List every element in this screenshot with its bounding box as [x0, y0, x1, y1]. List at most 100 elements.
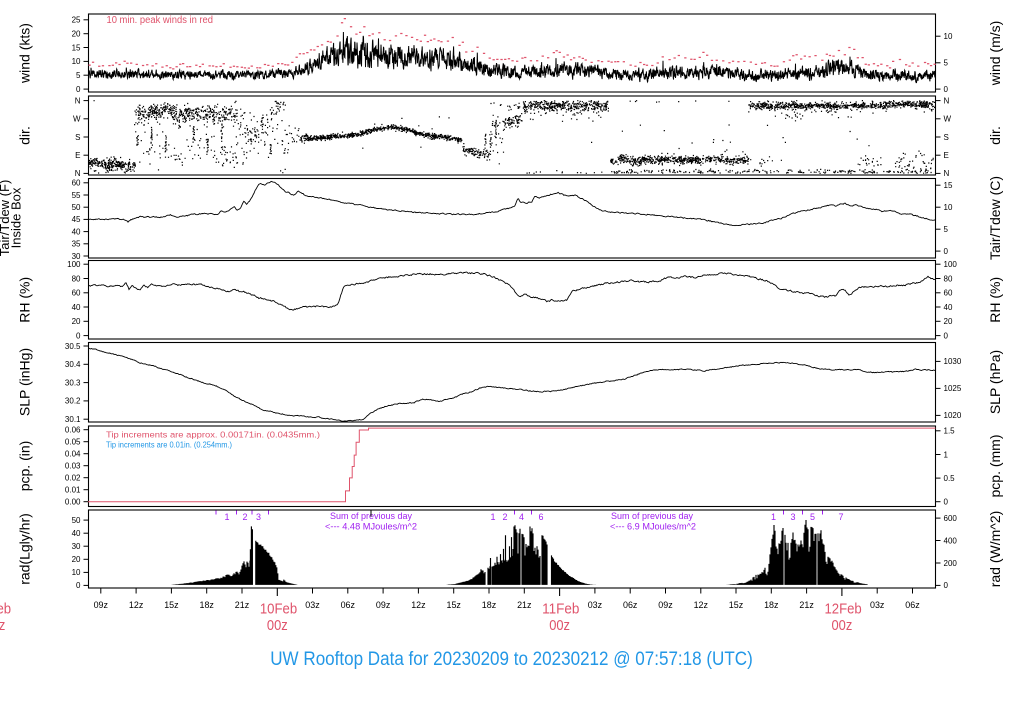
svg-text:0.01: 0.01: [65, 486, 81, 495]
svg-text:Sum of previous day: Sum of previous day: [611, 511, 693, 521]
svg-text:W: W: [73, 115, 81, 124]
svg-text:09z: 09z: [658, 600, 673, 611]
svg-text:30.4: 30.4: [65, 360, 81, 369]
svg-text:60: 60: [72, 179, 81, 188]
svg-text:30: 30: [72, 542, 81, 551]
svg-text:1: 1: [490, 512, 495, 522]
svg-text:Tair/Tdew (F): Tair/Tdew (F): [0, 180, 12, 257]
svg-text:18z: 18z: [764, 600, 779, 611]
svg-text:50: 50: [72, 203, 81, 212]
svg-text:21z: 21z: [517, 600, 532, 611]
svg-text:20: 20: [72, 317, 81, 326]
svg-text:06z: 06z: [623, 600, 638, 611]
svg-text:pcp. (in): pcp. (in): [17, 441, 33, 492]
svg-text:0.00: 0.00: [65, 498, 81, 507]
svg-text:40: 40: [72, 227, 81, 236]
svg-text:0: 0: [944, 85, 949, 94]
svg-text:N: N: [75, 169, 81, 178]
svg-text:0: 0: [944, 581, 949, 590]
svg-text:35: 35: [72, 240, 81, 249]
svg-text:18z: 18z: [200, 600, 215, 611]
svg-text:30.5: 30.5: [65, 342, 81, 351]
svg-text:Tip increments are 0.01in. (0.: Tip increments are 0.01in. (0.254mm.): [106, 440, 232, 450]
svg-text:<--- 4.48 MJoules/m^2: <--- 4.48 MJoules/m^2: [325, 522, 417, 532]
svg-text:pcp. (mm): pcp. (mm): [987, 435, 1003, 498]
svg-text:20: 20: [72, 30, 81, 39]
svg-text:21z: 21z: [235, 600, 250, 611]
svg-text:03z: 03z: [305, 600, 320, 611]
svg-text:0: 0: [944, 498, 949, 507]
svg-text:UW Rooftop Data for 20230209: UW Rooftop Data for 20230209 to 20230212…: [270, 649, 753, 670]
svg-text:S: S: [944, 133, 949, 142]
svg-text:21z: 21z: [799, 600, 814, 611]
svg-text:2: 2: [242, 512, 247, 522]
svg-text:18z: 18z: [482, 600, 497, 611]
svg-text:10 min. peak winds in red: 10 min. peak winds in red: [107, 15, 214, 26]
svg-text:0: 0: [944, 331, 949, 340]
svg-text:1030: 1030: [944, 357, 962, 366]
svg-text:1.5: 1.5: [944, 427, 956, 436]
svg-text:10: 10: [944, 203, 953, 212]
svg-text:W: W: [944, 115, 952, 124]
svg-text:SLP (hPa): SLP (hPa): [987, 350, 1003, 414]
svg-text:10Feb: 10Feb: [260, 601, 297, 618]
svg-text:03z: 03z: [588, 600, 603, 611]
svg-text:RH (%): RH (%): [987, 277, 1003, 323]
svg-text:0.04: 0.04: [65, 450, 81, 459]
svg-text:50: 50: [72, 516, 81, 525]
svg-text:2: 2: [502, 512, 507, 522]
svg-text:6: 6: [538, 512, 543, 522]
svg-text:12z: 12z: [411, 600, 426, 611]
svg-text:80: 80: [72, 274, 81, 283]
svg-text:20: 20: [72, 555, 81, 564]
svg-text:45: 45: [72, 215, 81, 224]
svg-text:10: 10: [72, 568, 81, 577]
svg-text:00z: 00z: [549, 617, 570, 634]
svg-text:E: E: [75, 151, 80, 160]
svg-text:rad (W/m^2): rad (W/m^2): [987, 511, 1003, 588]
svg-text:wind (kts): wind (kts): [17, 23, 33, 84]
svg-text:30.3: 30.3: [65, 378, 81, 387]
svg-text:15z: 15z: [729, 600, 744, 611]
svg-text:Tip increments are approx. 0.0: Tip increments are approx. 0.00171in. (0…: [106, 430, 320, 440]
svg-text:N: N: [944, 169, 950, 178]
svg-text:100: 100: [67, 260, 81, 269]
svg-text:RH (%): RH (%): [17, 277, 33, 323]
svg-text:1: 1: [224, 512, 229, 522]
svg-text:1020: 1020: [944, 411, 962, 420]
svg-text:400: 400: [944, 536, 958, 545]
svg-text:30: 30: [72, 252, 81, 261]
svg-text:06z: 06z: [341, 600, 356, 611]
svg-text:10: 10: [944, 32, 953, 41]
svg-text:600: 600: [944, 514, 958, 523]
svg-text:5: 5: [810, 512, 815, 522]
svg-text:3: 3: [256, 512, 261, 522]
svg-text:40: 40: [72, 303, 81, 312]
svg-text:60: 60: [72, 289, 81, 298]
svg-text:30.1: 30.1: [65, 415, 81, 424]
svg-text:1025: 1025: [944, 384, 962, 393]
svg-text:10: 10: [72, 57, 81, 66]
svg-text:80: 80: [944, 274, 953, 283]
svg-text:20: 20: [944, 317, 953, 326]
svg-text:N: N: [944, 96, 950, 105]
svg-text:0.03: 0.03: [65, 462, 81, 471]
svg-text:5: 5: [944, 59, 949, 68]
svg-text:0: 0: [76, 85, 81, 94]
svg-text:30.2: 30.2: [65, 397, 81, 406]
svg-text:200: 200: [944, 559, 958, 568]
svg-text:15z: 15z: [164, 600, 179, 611]
svg-text:12z: 12z: [694, 600, 709, 611]
svg-text:5: 5: [76, 71, 81, 80]
svg-text:dir.: dir.: [17, 126, 33, 145]
svg-text:09z: 09z: [94, 600, 109, 611]
svg-text:5: 5: [944, 225, 949, 234]
svg-text:15: 15: [72, 43, 81, 52]
svg-text:0.02: 0.02: [65, 474, 81, 483]
svg-text:Tair/Tdew (C): Tair/Tdew (C): [987, 176, 1003, 260]
svg-text:0.05: 0.05: [65, 438, 81, 447]
svg-text:dir.: dir.: [987, 126, 1003, 145]
svg-text:12Feb: 12Feb: [824, 601, 861, 618]
svg-text:0: 0: [76, 331, 81, 340]
svg-text:09z: 09z: [376, 600, 391, 611]
